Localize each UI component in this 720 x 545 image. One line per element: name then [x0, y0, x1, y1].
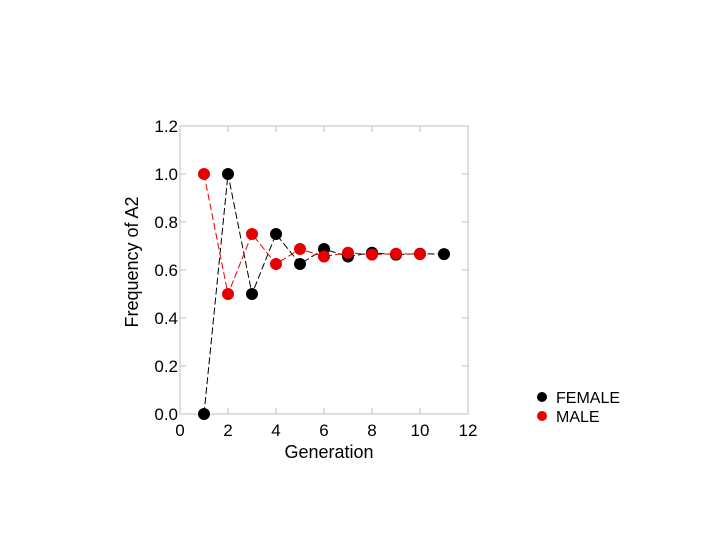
- data-point-female: [270, 228, 282, 240]
- y-tick-label: 1.2: [154, 117, 178, 136]
- legend-label-female: FEMALE: [556, 390, 620, 407]
- x-tick-label: 8: [367, 421, 376, 440]
- data-point-female: [438, 248, 450, 261]
- legend-marker-female: [537, 392, 547, 402]
- x-axis-label: Generation: [284, 442, 373, 462]
- y-tick-label: 0.8: [154, 213, 178, 232]
- legend-label-male: MALE: [556, 409, 600, 426]
- data-point-male: [318, 250, 330, 263]
- data-point-male: [198, 168, 210, 180]
- legend-marker-male: [537, 411, 547, 421]
- data-point-male: [246, 228, 258, 240]
- data-point-female: [198, 408, 210, 420]
- series-line-male: [203, 173, 421, 296]
- series-lines: [203, 173, 445, 415]
- y-tick-label: 0.2: [154, 357, 178, 376]
- y-tick-label: 0.6: [154, 261, 178, 280]
- data-point-female: [294, 258, 306, 270]
- x-tick-label: 2: [223, 421, 232, 440]
- data-point-male: [270, 258, 282, 270]
- y-tick-label: 0.0: [154, 405, 178, 424]
- series-points: [198, 168, 450, 420]
- plot-frame: [179, 125, 469, 415]
- data-point-male: [390, 247, 402, 260]
- y-tick-label: 0.4: [154, 309, 178, 328]
- data-point-female: [246, 288, 258, 300]
- axis-ticks: 0 2 4 6 8 10 12 0.0 0.2 0.4 0.6 0.8 1.0 1.2: [154, 117, 477, 440]
- data-point-male: [222, 288, 234, 300]
- x-tick-label: 10: [411, 421, 430, 440]
- series-line-female: [203, 173, 445, 415]
- y-tick-label: 1.0: [154, 165, 178, 184]
- data-point-male: [342, 246, 354, 259]
- x-tick-label: 12: [459, 421, 478, 440]
- x-tick-label: 6: [319, 421, 328, 440]
- data-point-male: [366, 248, 378, 261]
- data-point-male: [294, 243, 306, 255]
- x-tick-label: 4: [271, 421, 280, 440]
- data-point-male: [414, 248, 426, 261]
- data-point-female: [222, 168, 234, 180]
- x-tick-label: 0: [175, 421, 184, 440]
- legend: FEMALE MALE: [537, 390, 620, 426]
- y-axis-label: Frequency of A2: [122, 196, 142, 327]
